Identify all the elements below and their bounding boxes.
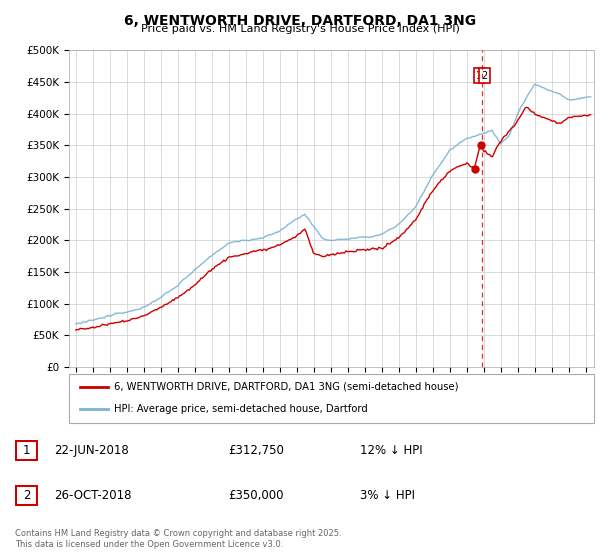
- Text: 3% ↓ HPI: 3% ↓ HPI: [360, 489, 415, 502]
- Text: 1: 1: [23, 444, 30, 458]
- FancyBboxPatch shape: [16, 486, 37, 505]
- Text: 12% ↓ HPI: 12% ↓ HPI: [360, 444, 422, 458]
- Text: HPI: Average price, semi-detached house, Dartford: HPI: Average price, semi-detached house,…: [113, 404, 367, 414]
- FancyBboxPatch shape: [69, 374, 594, 423]
- Text: 6, WENTWORTH DRIVE, DARTFORD, DA1 3NG (semi-detached house): 6, WENTWORTH DRIVE, DARTFORD, DA1 3NG (s…: [113, 382, 458, 392]
- Text: 6, WENTWORTH DRIVE, DARTFORD, DA1 3NG: 6, WENTWORTH DRIVE, DARTFORD, DA1 3NG: [124, 14, 476, 28]
- Text: Price paid vs. HM Land Registry's House Price Index (HPI): Price paid vs. HM Land Registry's House …: [140, 24, 460, 34]
- Text: £350,000: £350,000: [228, 489, 284, 502]
- Text: 2: 2: [23, 489, 30, 502]
- Text: Contains HM Land Registry data © Crown copyright and database right 2025.
This d: Contains HM Land Registry data © Crown c…: [15, 529, 341, 549]
- Text: 22-JUN-2018: 22-JUN-2018: [54, 444, 129, 458]
- Text: 26-OCT-2018: 26-OCT-2018: [54, 489, 131, 502]
- Text: £312,750: £312,750: [228, 444, 284, 458]
- FancyBboxPatch shape: [16, 441, 37, 460]
- Text: 1: 1: [476, 71, 482, 81]
- Text: 2: 2: [481, 71, 488, 81]
